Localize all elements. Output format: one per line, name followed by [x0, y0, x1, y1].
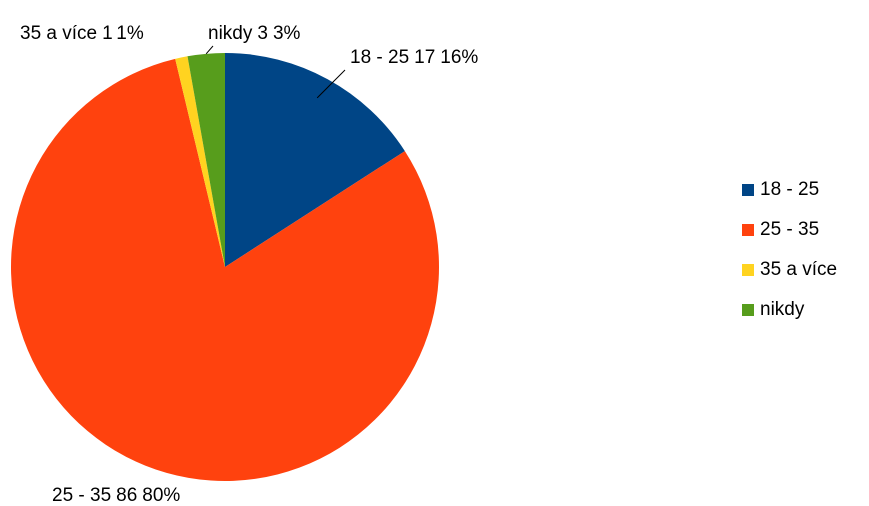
- legend-swatch: [742, 304, 754, 316]
- pie-slice: [225, 53, 405, 267]
- legend-swatch: [742, 264, 754, 276]
- data-label-part: 18 - 25: [350, 47, 409, 68]
- data-label-part: 17: [414, 47, 435, 68]
- data-label-part: 1%: [116, 23, 144, 44]
- data-label-part: 1: [102, 23, 112, 44]
- legend-label: 35 a více: [760, 259, 837, 280]
- legend-swatch: [742, 184, 754, 196]
- data-label-part: 3%: [273, 23, 301, 44]
- legend-label: 25 - 35: [760, 219, 819, 240]
- data-label: 25 - 35 86 80%: [52, 485, 180, 506]
- data-label-part: 86: [116, 485, 137, 506]
- data-label: 18 - 25 17 16%: [350, 47, 478, 68]
- data-label-part: 16%: [440, 47, 478, 68]
- data-label-part: 3: [257, 23, 268, 44]
- legend-swatch: [742, 224, 754, 236]
- leader-line: [316, 69, 346, 99]
- data-label-part: 35 a více: [20, 23, 97, 44]
- pie-slice: [175, 56, 225, 267]
- data-label: nikdy 3 3%: [208, 23, 301, 44]
- data-label-part: 25 - 35: [52, 485, 111, 506]
- data-label: 35 a více 1 1%: [20, 23, 144, 44]
- pie-slice: [10, 58, 440, 482]
- leader-line: [205, 45, 214, 55]
- pie-slice: [187, 53, 225, 267]
- legend-label: nikdy: [760, 299, 805, 320]
- legend-label: 18 - 25: [760, 179, 819, 200]
- data-label-part: 80%: [142, 485, 180, 506]
- data-label-part: nikdy: [208, 23, 253, 44]
